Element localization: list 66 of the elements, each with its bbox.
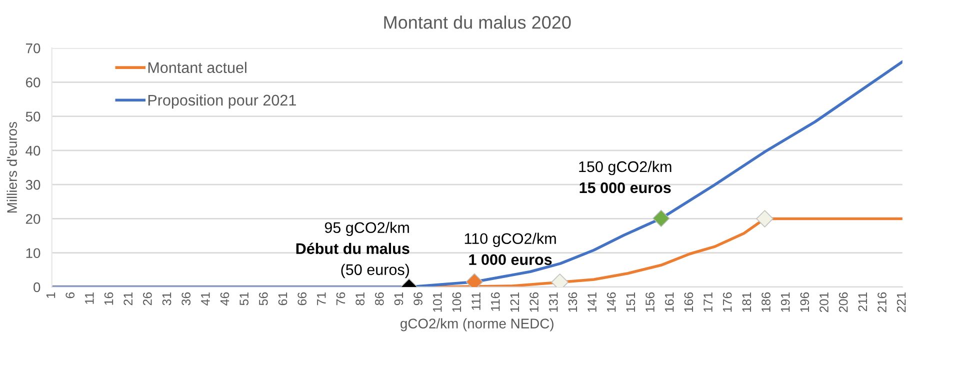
annotation: 95 gCO2/km	[324, 222, 409, 236]
y-tick-label: 20	[26, 214, 40, 224]
x-tick-label: 51	[240, 292, 249, 306]
x-tick-label: 136	[568, 292, 578, 312]
annotation: Début du malus	[296, 242, 410, 254]
x-tick-label: 71	[317, 292, 326, 306]
line-series	[52, 60, 902, 287]
x-tick-label: 206	[838, 292, 848, 312]
x-tick-label: 76	[336, 292, 346, 306]
x-tick-label: 6	[66, 292, 75, 298]
y-tick-label: 10	[26, 248, 40, 258]
y-tick-label: 60	[26, 78, 40, 88]
legend-label: Proposition pour 2021	[148, 94, 296, 109]
annotation: 150 gCO2/km	[579, 160, 672, 176]
x-tick-label: 176	[722, 292, 732, 312]
x-tick-label: 56	[258, 292, 268, 306]
x-tick-label: 81	[356, 292, 364, 306]
y-tick-label: 30	[26, 180, 40, 190]
x-tick-label: 61	[278, 292, 288, 306]
x-tick-label: 21	[124, 292, 132, 306]
annotation: (50 euros)	[341, 264, 409, 278]
x-tick-label: 166	[684, 292, 694, 312]
y-tick-label: 50	[26, 112, 40, 122]
x-tick-label: 91	[394, 292, 404, 306]
x-tick-label: 66	[298, 292, 306, 306]
x-tick-label: 1	[46, 292, 56, 298]
annotation: 15 000 euros	[580, 182, 671, 194]
x-tick-label: 111	[472, 292, 480, 310]
x-tick-label: 161	[664, 292, 674, 312]
y-axis-title: Milliers d'euros	[6, 122, 17, 212]
x-tick-label: 116	[490, 292, 500, 311]
chart-title: Montant du malus 2020	[384, 16, 571, 29]
x-tick-label: 46	[220, 292, 230, 306]
x-tick-label: 191	[780, 292, 790, 312]
x-tick-label: 201	[820, 292, 828, 312]
y-tick-label: 0	[34, 282, 40, 292]
x-tick-label: 86	[374, 292, 384, 306]
x-tick-label: 171	[704, 292, 712, 312]
x-tick-label: 96	[414, 292, 422, 306]
x-tick-label: 106	[452, 292, 462, 312]
x-tick-label: 11	[85, 292, 94, 304]
x-tick-label: 221	[896, 292, 906, 312]
x-tick-label: 151	[626, 292, 636, 312]
x-tick-label: 126	[530, 292, 538, 312]
x-tick-label: 181	[742, 292, 752, 312]
annotation: 1 000 euros	[469, 254, 552, 266]
x-tick-label: 131	[548, 292, 558, 312]
x-tick-label: 36	[182, 292, 191, 306]
x-tick-label: 141	[588, 292, 596, 312]
x-tick-label: 216	[878, 292, 886, 312]
x-tick-label: 31	[162, 292, 172, 306]
x-tick-label: 121	[510, 292, 520, 312]
y-tick-label: 70	[26, 43, 40, 54]
x-tick-label: 16	[104, 292, 114, 305]
x-tick-label: 26	[143, 292, 152, 306]
x-tick-label: 186	[762, 292, 770, 312]
x-tick-label: 41	[201, 292, 210, 306]
annotation: 110 gCO2/km	[464, 232, 556, 248]
x-tick-label: 146	[606, 292, 616, 312]
y-tick-label: 40	[26, 146, 40, 156]
x-axis-title: gCO2/km (norme NEDC)	[400, 318, 554, 332]
legend-label: Montant actuel	[148, 62, 246, 74]
x-tick-label: 196	[800, 292, 810, 312]
x-tick-label: 156	[646, 292, 654, 312]
x-tick-label: 211	[858, 292, 867, 312]
x-tick-label: 101	[432, 292, 442, 312]
